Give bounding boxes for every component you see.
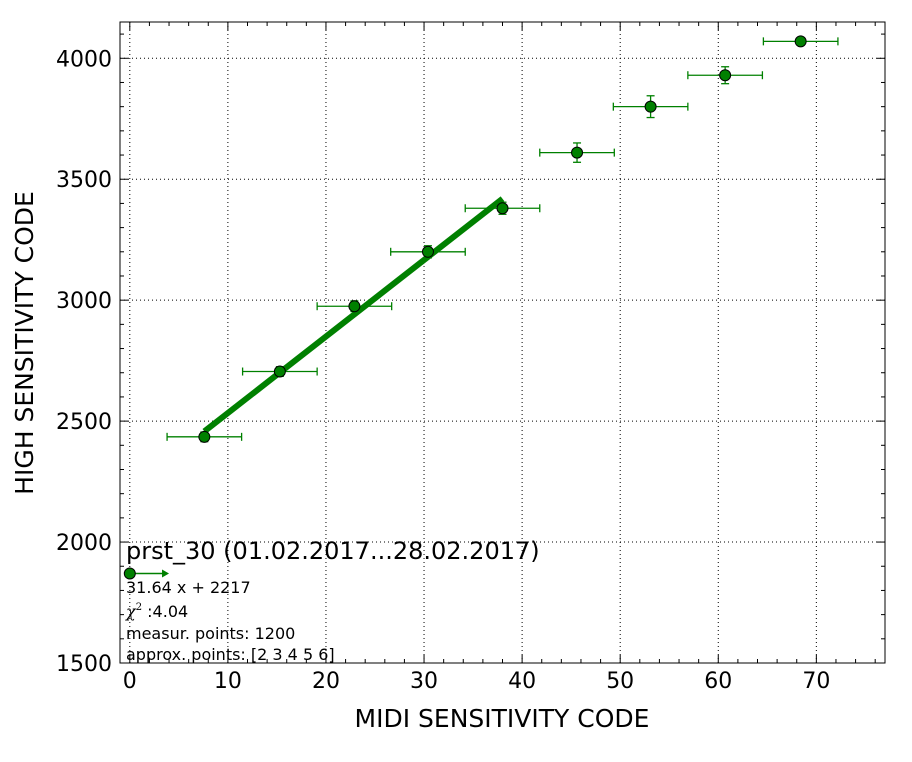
- data-point: [421, 245, 434, 258]
- plot-frame: [119, 21, 886, 664]
- fit-line: [202, 196, 505, 434]
- data-point: [348, 300, 361, 313]
- y-tick-label: 2500: [56, 410, 112, 435]
- data-point: [644, 100, 657, 113]
- legend-marker: [123, 567, 170, 580]
- chi-symbol: χ: [125, 602, 137, 621]
- chi-square-line: χ2 :4.04: [125, 602, 188, 621]
- chi-value: :4.04: [142, 602, 188, 621]
- x-tick-label: 40: [508, 669, 536, 694]
- fit-equation: 31.64 x + 2217: [126, 578, 251, 597]
- data-point: [273, 365, 286, 378]
- y-tick-label: 2000: [56, 531, 112, 556]
- x-tick-label: 20: [312, 669, 340, 694]
- plot-area: [120, 22, 885, 663]
- data-point: [794, 35, 807, 48]
- data-point: [198, 430, 211, 443]
- x-tick-label: 30: [410, 669, 438, 694]
- y-tick-label: 3500: [56, 168, 112, 193]
- x-tick-label: 60: [704, 669, 732, 694]
- fit-line-group: [202, 196, 505, 434]
- legend-point: [123, 567, 136, 580]
- x-axis-ticks: 0 10 20 30 40 50 60 70: [123, 22, 830, 694]
- data-point: [496, 202, 509, 215]
- chi-exponent: 2: [136, 602, 142, 613]
- x-axis-title: MIDI SENSITIVITY CODE: [355, 704, 650, 733]
- y-tick-label: 3000: [56, 289, 112, 314]
- data-point: [571, 146, 584, 159]
- y-tick-label: 1500: [56, 652, 112, 677]
- measur-points: measur. points: 1200: [126, 624, 295, 643]
- legend-arrow-head: [162, 569, 170, 578]
- annotation-block: prst_30 (01.02.2017...28.02.2017) 31.64 …: [125, 537, 540, 664]
- data-point: [719, 69, 732, 82]
- grid: [120, 22, 885, 664]
- x-tick-label: 10: [214, 669, 242, 694]
- y-axis-ticks: 1500 2000 2500 3000 3500 4000: [56, 47, 885, 677]
- x-tick-label: 50: [606, 669, 634, 694]
- x-tick-label: 70: [802, 669, 830, 694]
- y-tick-label: 4000: [56, 47, 112, 72]
- data-points: [198, 35, 807, 443]
- x-tick-label: 0: [123, 669, 137, 694]
- annotation-title: prst_30 (01.02.2017...28.02.2017): [126, 537, 540, 565]
- approx-points: approx. points: [2 3 4 5 6]: [126, 645, 335, 664]
- minor-ticks: [120, 22, 885, 663]
- y-axis-title: HIGH SENSITIVITY CODE: [10, 191, 39, 495]
